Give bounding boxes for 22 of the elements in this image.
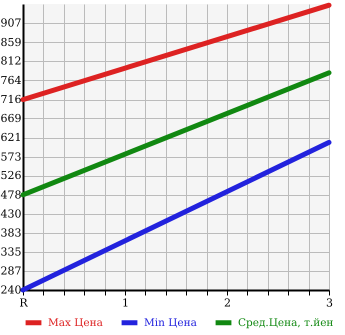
y-tick-label: 573: [0, 150, 22, 164]
legend-label: Min Цена: [144, 316, 197, 329]
y-tick-label: 287: [0, 264, 22, 278]
x-tick-label: R: [19, 296, 28, 310]
y-tick-label: 907: [0, 16, 22, 30]
y-tick-label: 430: [0, 208, 22, 220]
y-tick-label: 669: [0, 112, 22, 125]
y-tick-label: 478: [0, 188, 22, 202]
x-tick-label: 3: [326, 296, 333, 310]
x-tick-label: 1: [122, 296, 129, 310]
y-tick-label: 859: [0, 36, 22, 49]
y-tick-label: 716: [0, 93, 22, 106]
legend-label: Сред.Цена, т.йен: [238, 316, 334, 329]
y-tick-label: 812: [0, 54, 22, 68]
y-tick-label: 621: [0, 131, 22, 144]
y-tick-label: 383: [0, 226, 22, 240]
y-tick-label: 240: [0, 284, 22, 296]
y-tick-label: 764: [0, 74, 22, 87]
legend-label: Max Цена: [48, 316, 103, 329]
y-tick-label: 526: [0, 169, 22, 182]
x-tick-label: 2: [224, 296, 231, 310]
y-tick-label: 335: [0, 246, 22, 258]
